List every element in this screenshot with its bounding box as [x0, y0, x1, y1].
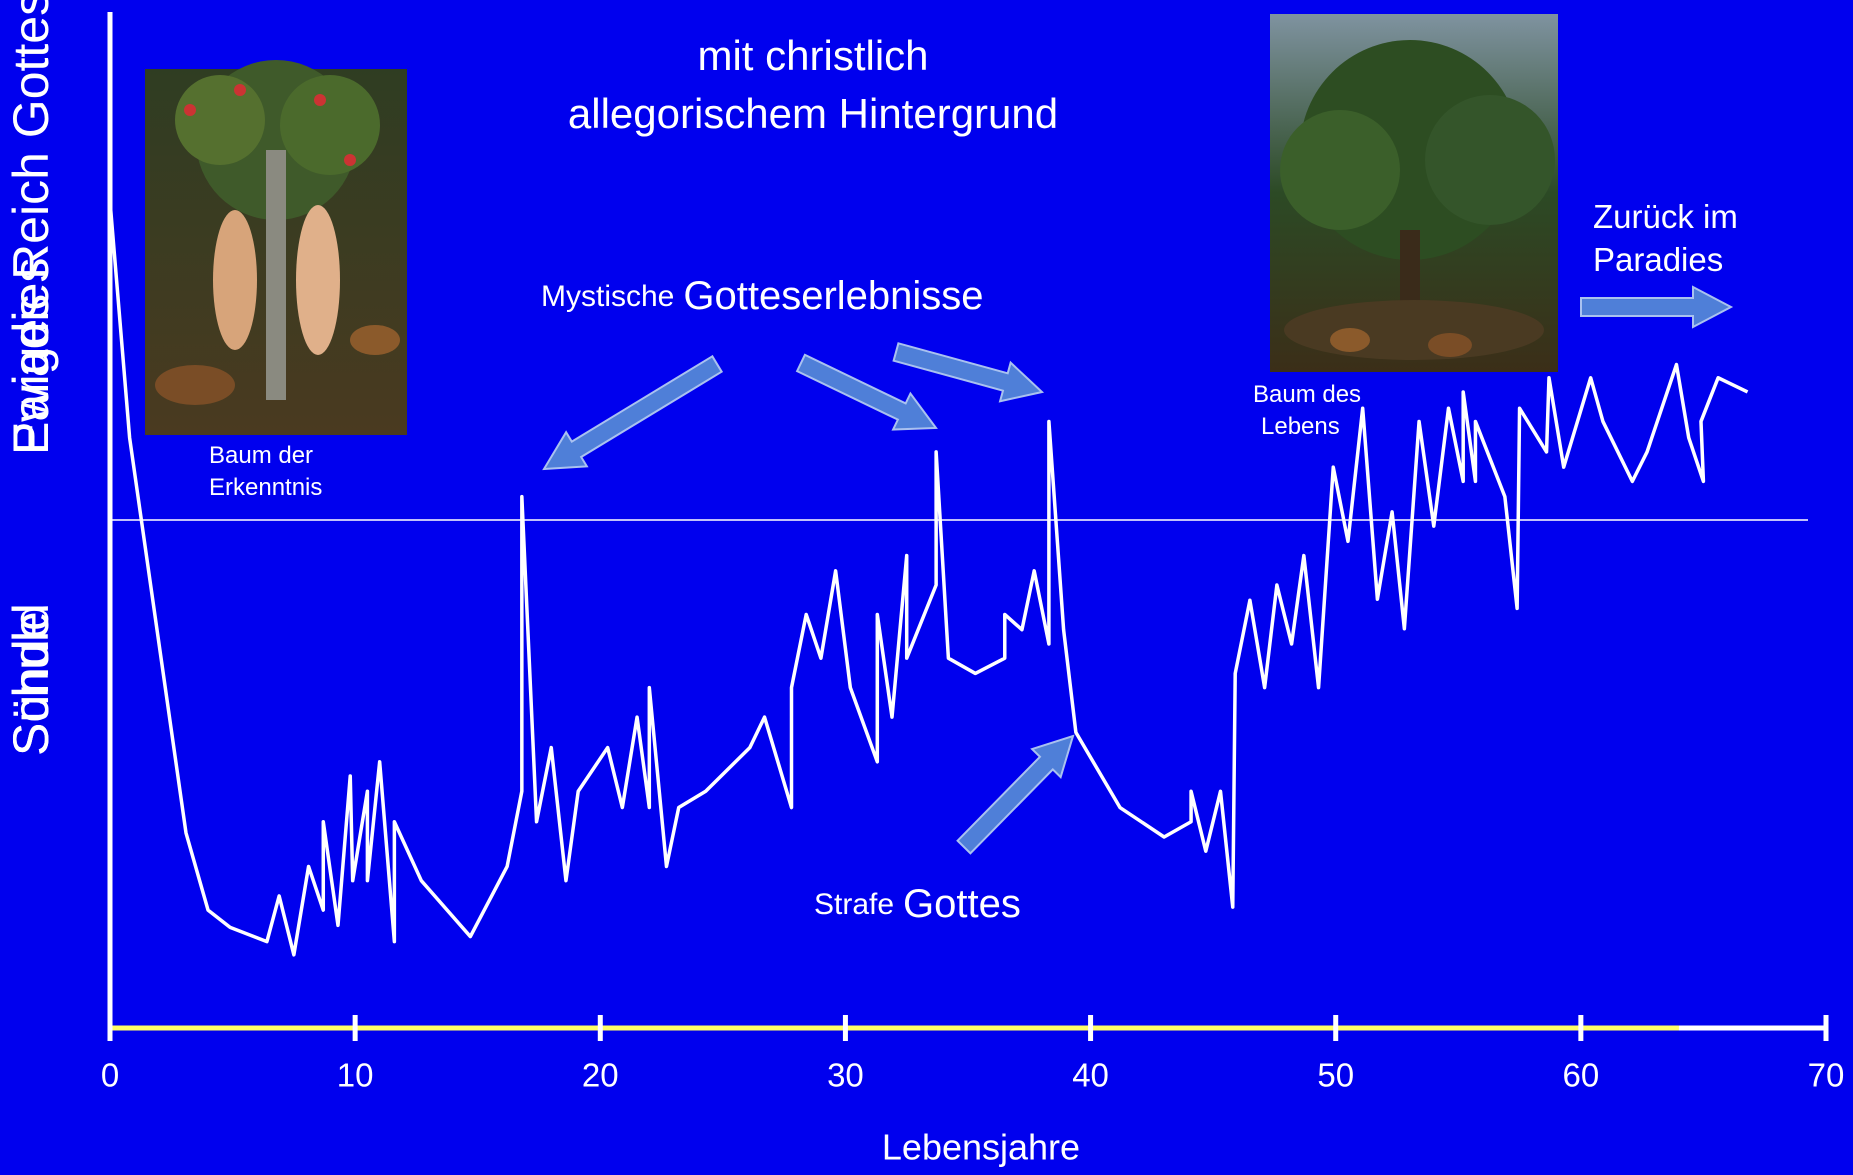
- arrow: [1580, 285, 1734, 329]
- x-tick-label: 30: [827, 1057, 864, 1094]
- data-line: [108, 200, 1749, 957]
- x-tick-label: 20: [582, 1057, 619, 1094]
- arrow: [956, 734, 1075, 855]
- title-line: mit christlich: [697, 32, 928, 79]
- x-tick-label: 60: [1562, 1057, 1599, 1094]
- y-axis-label: Ewiges Reich Gottes: [3, 0, 59, 455]
- arrow: [542, 354, 724, 471]
- annotation-part: Erkenntnis: [209, 474, 322, 501]
- arrow: [892, 342, 1045, 403]
- painting-tree-of-life: [1270, 14, 1558, 372]
- x-tick-label: 40: [1072, 1057, 1109, 1094]
- arrow: [795, 353, 938, 431]
- title-line: allegorischem Hintergrund: [568, 90, 1058, 137]
- annotation-part: Mystische: [541, 280, 674, 313]
- annotation-part: Paradies: [1593, 241, 1723, 278]
- annotation-part: Baum der: [209, 442, 313, 469]
- annotation-part: Gotteserlebnisse: [683, 274, 983, 318]
- annotation: Baum des Lebens: [1253, 381, 1361, 440]
- x-axis-label: Lebensjahre: [882, 1127, 1080, 1168]
- chart-title: mit christlich allegorischem Hintergrund: [568, 32, 1058, 137]
- annotation-part: Baum des: [1253, 381, 1361, 408]
- annotation: Zurück im Paradies: [1593, 198, 1738, 278]
- annotation-part: Strafe: [814, 888, 894, 921]
- x-tick-label: 0: [101, 1057, 119, 1094]
- arrows: [542, 285, 1734, 855]
- annotation-part: Zurück im: [1593, 198, 1738, 235]
- annotation: Strafe Gottes: [814, 882, 1021, 926]
- y-axis-label: Sünde: [3, 611, 59, 756]
- annotation-part: Lebens: [1261, 413, 1340, 440]
- painting-tree-of-knowledge: [145, 60, 407, 435]
- y-axis-label: Schuld: [3, 603, 59, 756]
- x-tick-label: 70: [1808, 1057, 1845, 1094]
- y-axis-label: Paradies: [3, 258, 59, 455]
- annotation-part: Gottes: [903, 882, 1021, 926]
- x-tick-label: 50: [1317, 1057, 1354, 1094]
- x-tick-label: 10: [337, 1057, 374, 1094]
- annotation: Mystische Gotteserlebnisse: [541, 274, 984, 318]
- annotation: Baum der Erkenntnis: [209, 442, 322, 501]
